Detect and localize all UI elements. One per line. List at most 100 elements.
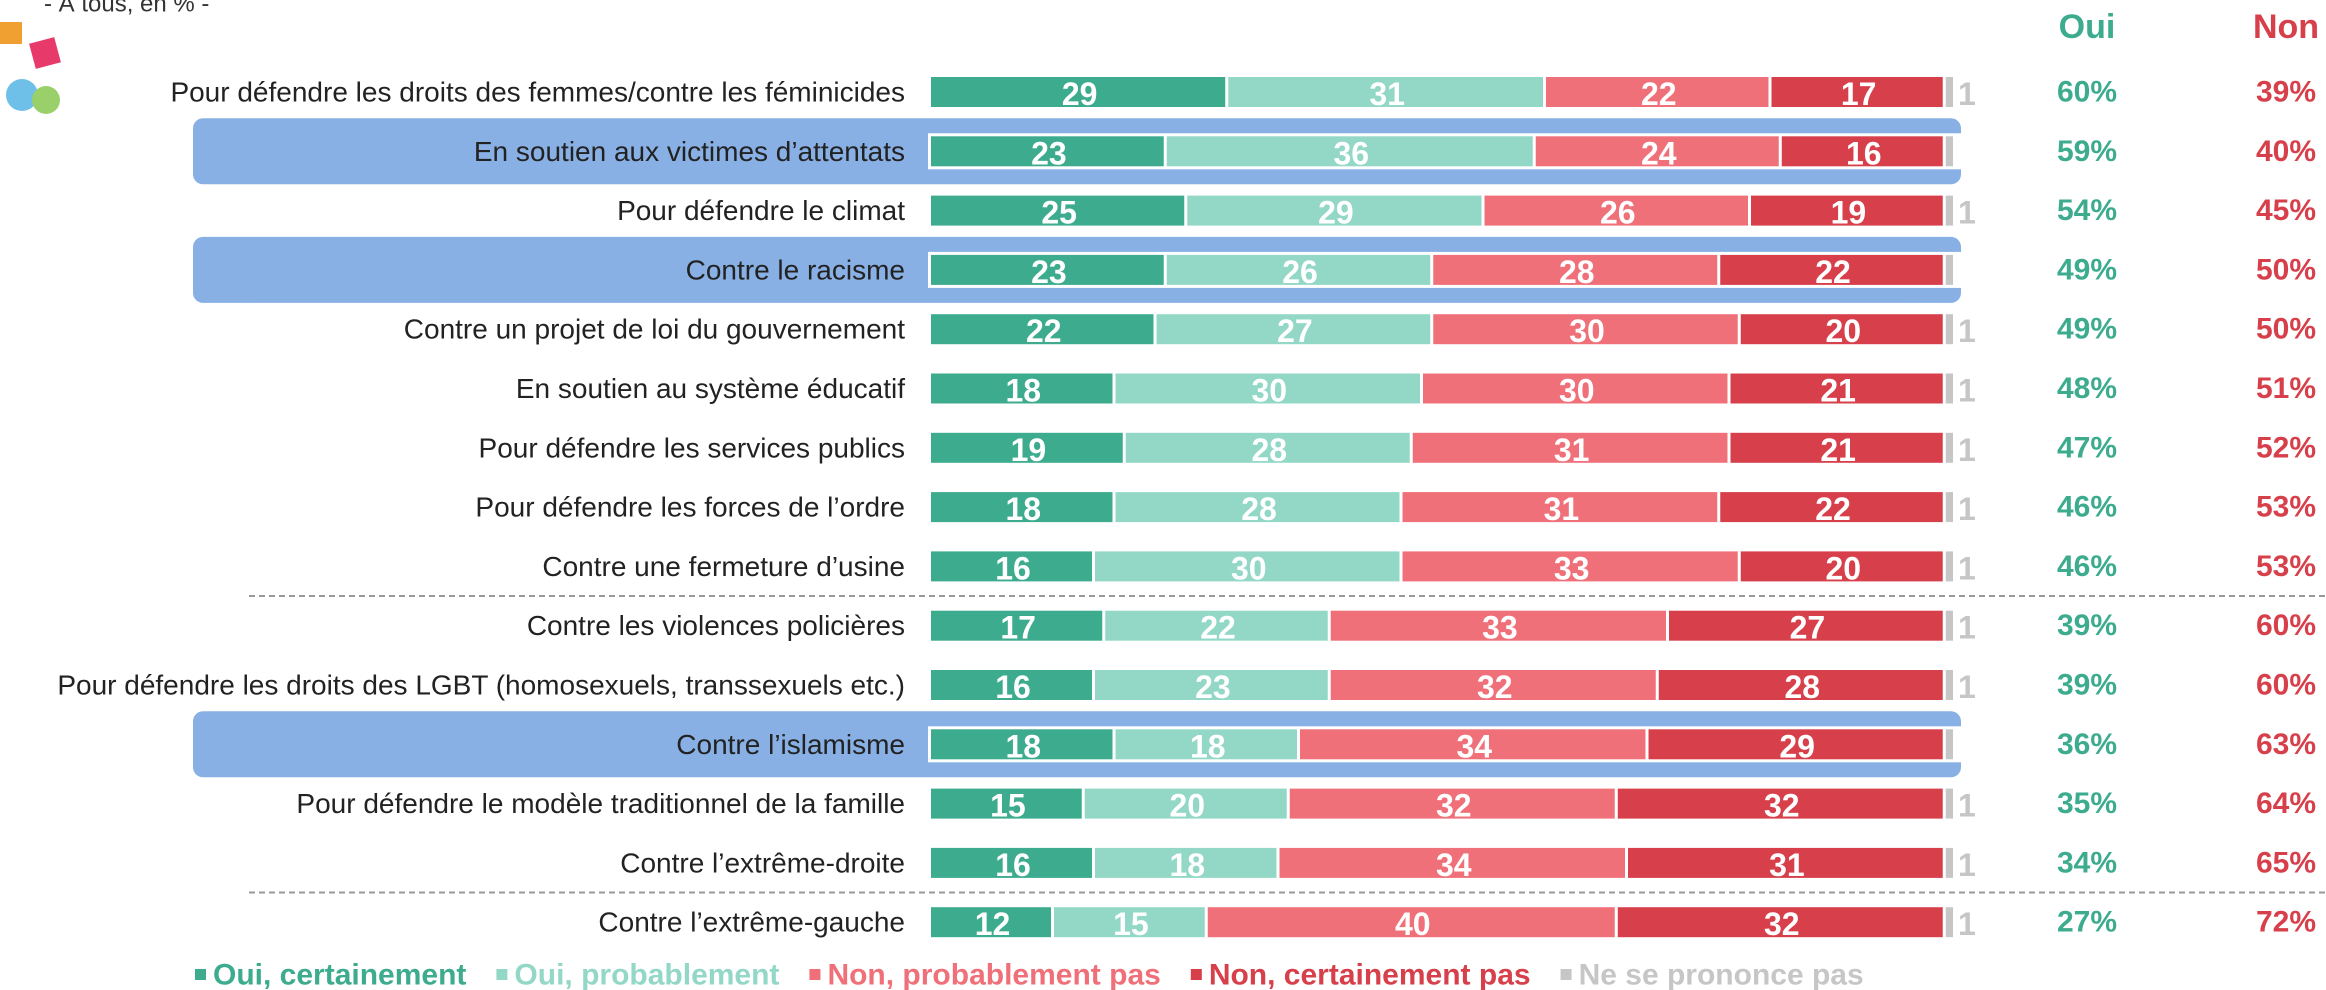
total-label: 49% [2057, 313, 2117, 346]
total-label: 40% [2256, 135, 2316, 168]
segment-label: 15 [990, 788, 1026, 824]
segment-label: 29 [1062, 76, 1098, 112]
bar-segment [1945, 136, 1953, 167]
category-label: Contre le racisme [686, 254, 905, 285]
segment-label: 27 [1790, 610, 1826, 646]
legend-swatch [496, 969, 508, 980]
legend-label: Oui, probablement [514, 959, 779, 990]
category-label: Pour défendre le climat [617, 195, 905, 226]
bar-segment [1433, 314, 1738, 345]
segment-label: 36 [1333, 135, 1369, 171]
total-label: 50% [2256, 313, 2316, 346]
bar-segment [931, 551, 1092, 582]
category-label: En soutien au système éducatif [516, 373, 905, 404]
bar-segment [1730, 432, 1943, 463]
bar-segment [1945, 77, 1953, 107]
bar-segment [1781, 136, 1943, 167]
bar-segment [1945, 907, 1953, 938]
segment-label: 28 [1559, 254, 1595, 290]
bar-segment [1945, 788, 1953, 819]
bar-segment [1300, 729, 1646, 760]
segment-label: 34 [1436, 847, 1472, 883]
total-label: 36% [2057, 728, 2117, 761]
segment-label: 31 [1544, 491, 1580, 527]
total-label: 50% [2256, 253, 2316, 286]
segment-label: 21 [1820, 373, 1856, 409]
segment-label: 31 [1554, 432, 1590, 468]
bar-segment [1095, 670, 1328, 700]
total-label: 65% [2256, 846, 2316, 879]
bar-segment [1740, 314, 1943, 345]
legend-swatch [195, 969, 206, 980]
total-label: 46% [2057, 491, 2117, 524]
bar-segment [1207, 907, 1615, 938]
total-label: 39% [2057, 669, 2117, 702]
segment-label: 32 [1764, 906, 1800, 942]
segment-label: 19 [1831, 195, 1867, 231]
segment-label: 26 [1282, 254, 1318, 290]
segment-label: 1 [1958, 788, 1976, 824]
bar-segment [1628, 847, 1943, 878]
bar-segment [1412, 432, 1728, 463]
bar-segment [1402, 551, 1738, 582]
category-label: Contre un projet de loi du gouvernement [404, 314, 905, 345]
bar-segment [1669, 610, 1943, 641]
category-label: En soutien aux victimes d’attentats [474, 136, 905, 167]
total-label: 46% [2057, 550, 2117, 583]
bar-segment [931, 610, 1103, 641]
segment-label: 1 [1958, 906, 1976, 942]
bar-segment [1166, 254, 1431, 285]
segment-label: 34 [1456, 728, 1492, 764]
bar-segment [1279, 847, 1625, 878]
bar-segment [1945, 195, 1953, 226]
total-label: 53% [2256, 491, 2316, 524]
bar-segment [1771, 77, 1943, 107]
bar-segment [931, 373, 1113, 404]
bar-segment [1945, 610, 1953, 641]
bar-segment [1423, 373, 1728, 404]
bar-segment [1945, 729, 1953, 760]
bar-segment [931, 670, 1092, 700]
category-label: Pour défendre les services publics [479, 432, 905, 463]
segment-label: 22 [1815, 254, 1851, 290]
segment-label: 33 [1554, 550, 1590, 586]
bar-segment [1945, 847, 1953, 878]
bar-segment [1289, 788, 1615, 819]
legend-swatch [1190, 969, 1202, 980]
bar-segment [931, 254, 1164, 285]
bar-segment [1648, 729, 1943, 760]
total-label: 59% [2057, 135, 2117, 168]
total-label: 27% [2057, 906, 2117, 939]
bar-segment [931, 907, 1051, 938]
segment-label: 20 [1825, 313, 1861, 349]
legend-swatch [809, 969, 821, 980]
segment-label: 32 [1477, 669, 1513, 705]
legend-label: Non, certainement pas [1209, 959, 1531, 990]
segment-label: 26 [1600, 195, 1636, 231]
bar-segment [1330, 610, 1666, 641]
segment-label: 32 [1436, 788, 1472, 824]
segment-label: 1 [1958, 610, 1976, 646]
segment-label: 22 [1200, 610, 1236, 646]
segment-label: 16 [995, 669, 1031, 705]
bar-segment [931, 195, 1185, 226]
segment-label: 30 [1569, 313, 1605, 349]
bar-segment [1751, 195, 1943, 226]
total-label: 34% [2057, 846, 2117, 879]
segment-label: 29 [1318, 195, 1354, 231]
total-label: 47% [2057, 431, 2117, 464]
bar-segment [1115, 373, 1420, 404]
segment-label: 23 [1031, 135, 1067, 171]
segment-label: 1 [1958, 669, 1976, 705]
segment-label: 15 [1113, 906, 1149, 942]
segment-label: 24 [1641, 135, 1677, 171]
category-label: Pour défendre les forces de l’ordre [475, 492, 905, 523]
column-header: Non [2253, 8, 2319, 46]
segment-label: 25 [1041, 195, 1077, 231]
segment-label: 19 [1011, 432, 1047, 468]
segment-label: 31 [1369, 76, 1405, 112]
segment-label: 18 [1169, 847, 1205, 883]
bar-segment [1740, 551, 1943, 582]
category-label: Contre l’extrême-droite [620, 847, 905, 878]
